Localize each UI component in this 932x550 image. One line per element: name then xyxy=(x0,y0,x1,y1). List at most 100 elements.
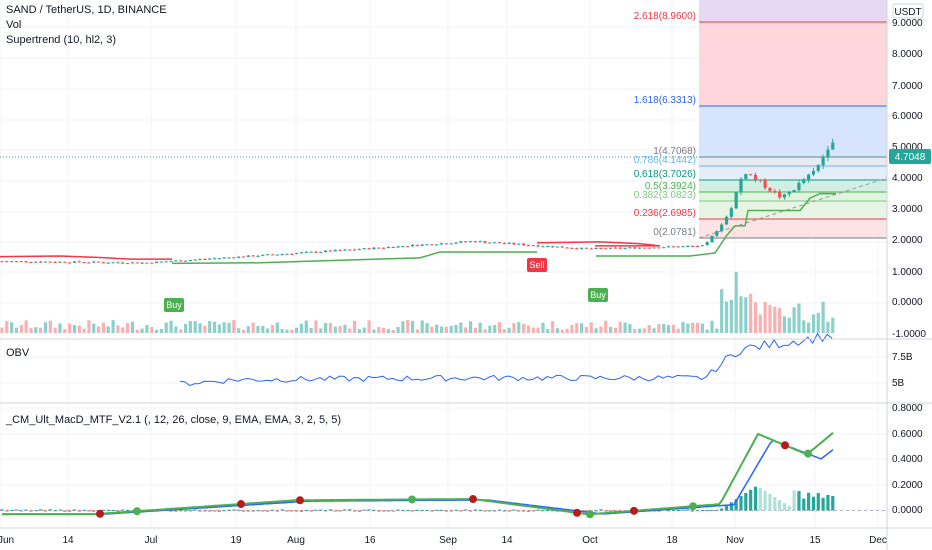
volume-bar xyxy=(594,328,598,333)
macd-cross-dot xyxy=(781,441,789,450)
candle-body xyxy=(710,235,714,243)
macd-histogram-bar xyxy=(386,510,390,512)
candle-body xyxy=(517,243,521,245)
volume-legend[interactable]: Vol xyxy=(6,19,22,31)
volume-bar xyxy=(724,301,729,333)
candle-body xyxy=(106,262,110,264)
price-tick-label: 7.0000 xyxy=(892,81,923,92)
volume-bar xyxy=(116,325,120,333)
volume-bar xyxy=(536,327,540,333)
macd-histogram-bar xyxy=(792,490,796,511)
macd-histogram-bar xyxy=(58,509,62,511)
candle-body xyxy=(232,257,236,259)
macd-histogram-bar xyxy=(483,510,487,512)
volume-bar xyxy=(227,322,231,333)
macd-histogram-bar xyxy=(304,510,308,512)
volume-bar xyxy=(87,320,91,333)
macd-pane[interactable] xyxy=(0,432,835,519)
candle-body xyxy=(82,262,86,264)
supertrend-legend[interactable]: Supertrend (10, hl2, 3) xyxy=(6,34,117,46)
volume-bar xyxy=(753,302,758,333)
symbol-title[interactable]: SAND / TetherUS, 1D, BINANCE xyxy=(6,4,167,16)
candle-body xyxy=(14,261,19,263)
macd-histogram-bar xyxy=(314,509,318,511)
candle-body xyxy=(686,245,690,247)
price-tick-label: 0.0000 xyxy=(892,297,923,308)
fib-zone xyxy=(699,166,887,180)
candle-body xyxy=(159,261,163,263)
candle-body xyxy=(348,249,352,251)
macd-histogram-bar xyxy=(488,510,492,512)
candle-body xyxy=(227,257,231,259)
volume-bar xyxy=(710,320,714,333)
time-tick-label: 16 xyxy=(364,535,376,546)
fib-level-label: 0.382(3.0823) xyxy=(634,190,696,201)
volume-bar xyxy=(657,324,661,333)
volume-bar xyxy=(580,323,584,333)
macd-histogram-bar xyxy=(72,509,77,511)
macd-histogram-bar xyxy=(773,496,777,511)
macd-histogram-bar xyxy=(444,510,448,512)
macd-histogram-bar xyxy=(362,509,366,511)
volume-bar xyxy=(19,325,23,333)
candle-body xyxy=(270,254,275,256)
volume-bar xyxy=(164,322,168,333)
time-axis[interactable]: Jun 14 Jul 19 Aug 16 Sep 14 Oct 18 Nov 15 Dec xyxy=(0,535,887,546)
volume-bar xyxy=(778,308,782,333)
macd-histogram-bar xyxy=(29,510,33,512)
fibonacci-retracement[interactable]: 2.618(8.9600) 1.618(6.3313) 1(4.7068)0.786… xyxy=(0,0,888,239)
volume-bar xyxy=(459,322,463,333)
candle-body xyxy=(212,258,217,260)
volume-bar xyxy=(546,329,550,333)
macd-legend[interactable]: _CM_Ult_MacD_MTF_V2.1 (, 12, 26, close, … xyxy=(6,414,342,426)
candle-body xyxy=(459,241,463,243)
volume-bar xyxy=(270,324,275,333)
candle-body xyxy=(787,191,791,195)
macd-histogram-bar xyxy=(377,510,381,512)
last-price-badge xyxy=(889,149,931,164)
candle-body xyxy=(439,243,444,245)
macd-histogram-bar xyxy=(464,509,468,511)
candle-body xyxy=(164,261,168,263)
volume-bar xyxy=(188,320,192,333)
candle-body xyxy=(125,263,130,265)
macd-histogram-bar xyxy=(19,510,23,512)
macd-histogram-bar xyxy=(227,509,231,511)
volume-bar xyxy=(507,327,511,333)
obv-legend[interactable]: OBV xyxy=(6,347,30,359)
macd-histogram-bar xyxy=(309,510,313,512)
candle-body xyxy=(666,246,671,248)
obv-pane[interactable] xyxy=(179,332,833,387)
volume-bar xyxy=(831,317,835,333)
macd-histogram-bar xyxy=(657,510,661,512)
macd-histogram-bar xyxy=(295,510,299,512)
candle-body xyxy=(410,244,415,247)
volume-bar xyxy=(749,293,753,333)
price-tick-label: 4.0000 xyxy=(892,173,923,184)
candle-body xyxy=(34,261,38,263)
candle-body xyxy=(39,261,43,263)
price-tick-label: 1.0000 xyxy=(892,267,923,278)
volume-bar xyxy=(266,328,270,333)
candle-body xyxy=(633,247,637,249)
candle-body xyxy=(145,262,149,264)
macd-histogram-bar xyxy=(826,494,830,511)
price-tick-label: 2.0000 xyxy=(892,235,923,246)
fib-level-label: 0.618(3.7026) xyxy=(634,169,696,180)
macd-histogram-bar xyxy=(522,510,526,512)
macd-histogram-bar xyxy=(324,510,328,512)
candle-body xyxy=(352,249,357,251)
candle-body xyxy=(333,249,337,252)
macd-histogram-bar xyxy=(425,509,429,511)
candle-body xyxy=(68,262,72,264)
macd-line xyxy=(2,432,834,516)
volume-bar xyxy=(121,327,125,333)
macd-histogram-bar xyxy=(39,509,43,511)
volume-bar xyxy=(290,329,294,333)
candle-body xyxy=(570,247,574,249)
signal-label xyxy=(527,258,547,272)
candle-body xyxy=(77,261,81,263)
